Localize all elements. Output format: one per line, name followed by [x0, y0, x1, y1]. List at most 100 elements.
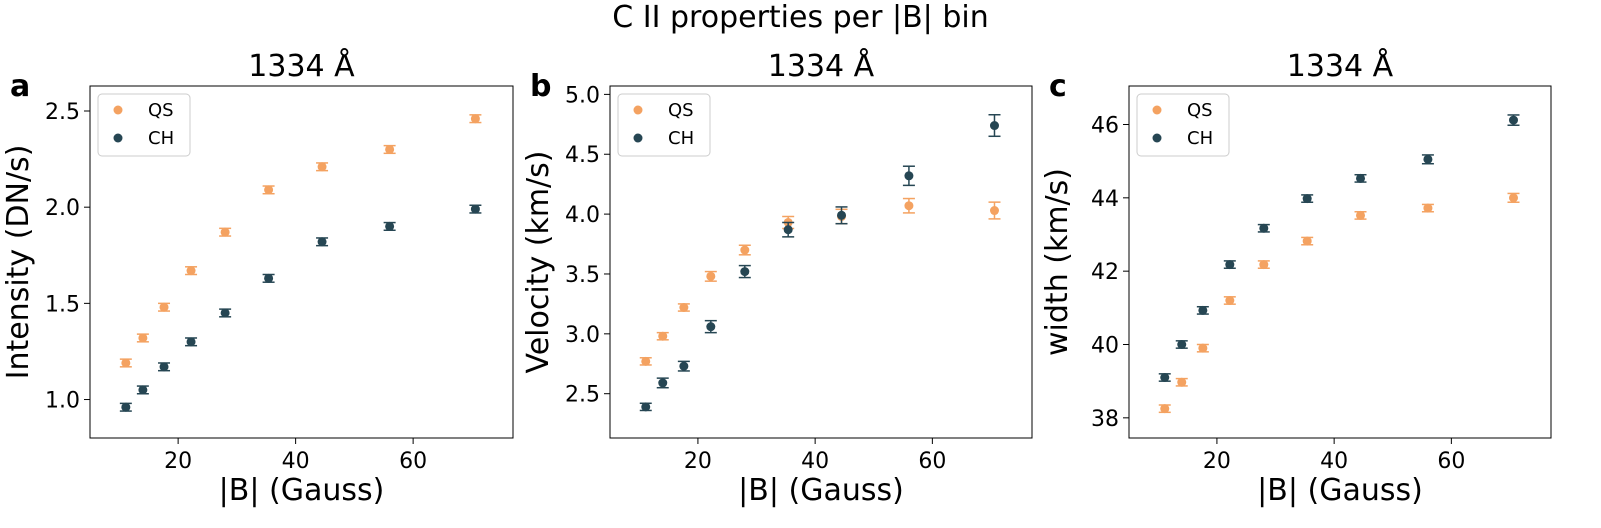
- panel-b-x-axis-label: |B| (Gauss): [738, 473, 904, 508]
- panel-c-letter: c: [1049, 69, 1067, 104]
- panel-a-series-ch-point: [220, 308, 230, 318]
- panel-a-ytick-label: 2.0: [45, 196, 80, 221]
- panel-c-series-ch-point: [1302, 194, 1312, 204]
- panel-b-series-ch-point: [706, 322, 716, 332]
- panel-c-series-qs-point: [1259, 260, 1269, 270]
- panel-b-series-qs-point: [706, 271, 716, 281]
- panel-b-legend: QS CH: [617, 93, 711, 157]
- panel-a-series-qs-point: [121, 358, 131, 368]
- panel-b-ytick-label: 5.0: [565, 83, 600, 108]
- panel-a-legend-marker-qs: [113, 105, 123, 115]
- panel-a-ytick-label: 1.5: [45, 292, 80, 317]
- panel-c-series-qs-point: [1198, 343, 1208, 353]
- panel-c-series-ch-point: [1198, 305, 1208, 315]
- panel-c-y-axis-label: width (km/s): [1040, 168, 1075, 356]
- panel-c-series-qs-point: [1356, 210, 1366, 220]
- panel-b-series-ch-point: [837, 210, 847, 220]
- panel-c-x-axis-label: |B| (Gauss): [1257, 473, 1423, 508]
- panel-a-legend-marker-ch: [113, 133, 123, 143]
- panel-b-legend-label-qs: QS: [668, 100, 694, 121]
- panel-c-ytick-label: 44: [1091, 187, 1119, 212]
- panel-c-ytick-label: 46: [1091, 114, 1119, 139]
- panel-c-series-ch: [1158, 114, 1520, 382]
- panel-b-ytick-label: 3.5: [565, 263, 600, 288]
- panel-b-ytick-label: 4.5: [565, 143, 600, 168]
- panel-a-series-ch: [119, 204, 482, 412]
- panel-a-series-ch-point: [385, 221, 395, 231]
- panel-c-series-ch-point: [1177, 340, 1187, 349]
- panel-a-series-ch-point: [159, 362, 169, 372]
- panel-a-x-axis-label: |B| (Gauss): [219, 473, 385, 508]
- panel-c-series-ch-point: [1508, 115, 1518, 125]
- panel-c-series-ch-point: [1423, 154, 1433, 164]
- panel-a-series-qs-point: [159, 302, 169, 312]
- panel-a-ytick-label: 2.5: [45, 100, 80, 125]
- panel-b-series-ch-point: [740, 267, 750, 277]
- panel-c-legend-label-qs: QS: [1187, 100, 1213, 121]
- panel-c-series-ch-point: [1356, 173, 1366, 183]
- panel-a-series-ch-point: [138, 385, 148, 395]
- panel-b-axes-frame: [609, 85, 1033, 439]
- panel-b-letter: b: [530, 69, 551, 104]
- panel-b-legend-marker-ch: [633, 133, 643, 143]
- panel-c-xtick-label: 40: [1320, 449, 1348, 474]
- panel-b-ytick-label: 2.5: [565, 383, 600, 408]
- panel-b-legend-box: [617, 93, 711, 157]
- panel-b-xtick-label: 60: [918, 449, 946, 474]
- panel-b: 20 40 60 2.5 3.0 3.5 4.0 4.5 5.0 |B| (Gauss) Veloc…: [521, 48, 1033, 508]
- panel-c-xtick-label: 60: [1437, 449, 1465, 474]
- panel-a-series-ch-point: [317, 237, 327, 247]
- panel-b-title: 1334 Å: [768, 48, 875, 84]
- panel-b-series-qs-point: [658, 331, 668, 341]
- panel-b-xtick-label: 40: [801, 449, 829, 474]
- panel-a-xtick-label: 20: [164, 449, 192, 474]
- panel-b-ytick-label: 3.0: [565, 323, 600, 348]
- panel-c-legend-marker-qs: [1152, 105, 1162, 115]
- panel-c-xtick-label: 20: [1203, 449, 1231, 474]
- panel-a-series-qs: [119, 114, 482, 368]
- panel-c-series-ch-point: [1259, 223, 1269, 233]
- panel-a-series-qs-point: [317, 162, 327, 172]
- panel-b-series-qs-point: [679, 302, 689, 312]
- panel-c-series-qs-point: [1302, 236, 1312, 246]
- panel-c-ytick-label: 40: [1091, 334, 1119, 359]
- panel-b-legend-label-ch: CH: [668, 128, 694, 149]
- panel-a-y-axis-label: Intensity (DN/s): [1, 145, 36, 380]
- figure-title: C II properties per |B| bin: [612, 0, 989, 35]
- panel-a-series-qs-point: [138, 333, 148, 343]
- panel-c-legend-box: [1136, 93, 1230, 157]
- panel-c-series-qs-point: [1225, 296, 1235, 305]
- panel-b-series-qs-point: [989, 206, 999, 216]
- panel-b-series-ch-point: [658, 378, 668, 388]
- panel-c-title: 1334 Å: [1287, 48, 1394, 84]
- panel-b-series-qs-point: [904, 201, 914, 211]
- panel-b-series-ch: [639, 113, 1001, 412]
- panel-a-xtick-label: 40: [282, 449, 310, 474]
- panel-c-axes-frame: [1128, 85, 1552, 439]
- panel-c-series-ch-point: [1225, 260, 1235, 270]
- panel-a-series-ch-point: [186, 337, 196, 347]
- panel-b-legend-marker-qs: [633, 105, 643, 115]
- panel-c-legend-label-ch: CH: [1187, 128, 1213, 149]
- panel-a-series-qs-point: [264, 185, 274, 195]
- panel-b-series-qs: [639, 197, 1001, 366]
- panel-c-series-qs: [1158, 192, 1520, 414]
- panel-a-legend-box: [97, 93, 191, 157]
- panel-b-series-qs-point: [740, 245, 750, 255]
- panel-a-letter: a: [10, 69, 30, 104]
- panel-a-series-ch-point: [470, 204, 480, 214]
- panel-a: 20 40 60 1.0 1.5 2.0 2.5 |B| (Gauss) Intensity (…: [1, 48, 514, 508]
- panel-a-legend-label-qs: QS: [148, 100, 174, 121]
- panel-c: 20 40 60 38 40 42 44 46 |B| (Gauss) width (km/s) 1…: [1040, 48, 1552, 508]
- panel-c-series-qs-point: [1160, 404, 1170, 414]
- panel-c-legend-marker-ch: [1152, 133, 1162, 143]
- panel-c-ytick-label: 38: [1091, 407, 1119, 432]
- panel-a-series-qs-point: [470, 114, 480, 124]
- panel-b-series-ch-point: [989, 121, 999, 131]
- panel-b-series-qs-point: [641, 356, 651, 366]
- panel-a-series-ch-point: [121, 402, 131, 412]
- panel-a-series-ch-point: [264, 273, 274, 283]
- panel-b-series-ch-point: [904, 171, 914, 181]
- panel-b-y-axis-label: Velocity (km/s): [521, 151, 556, 374]
